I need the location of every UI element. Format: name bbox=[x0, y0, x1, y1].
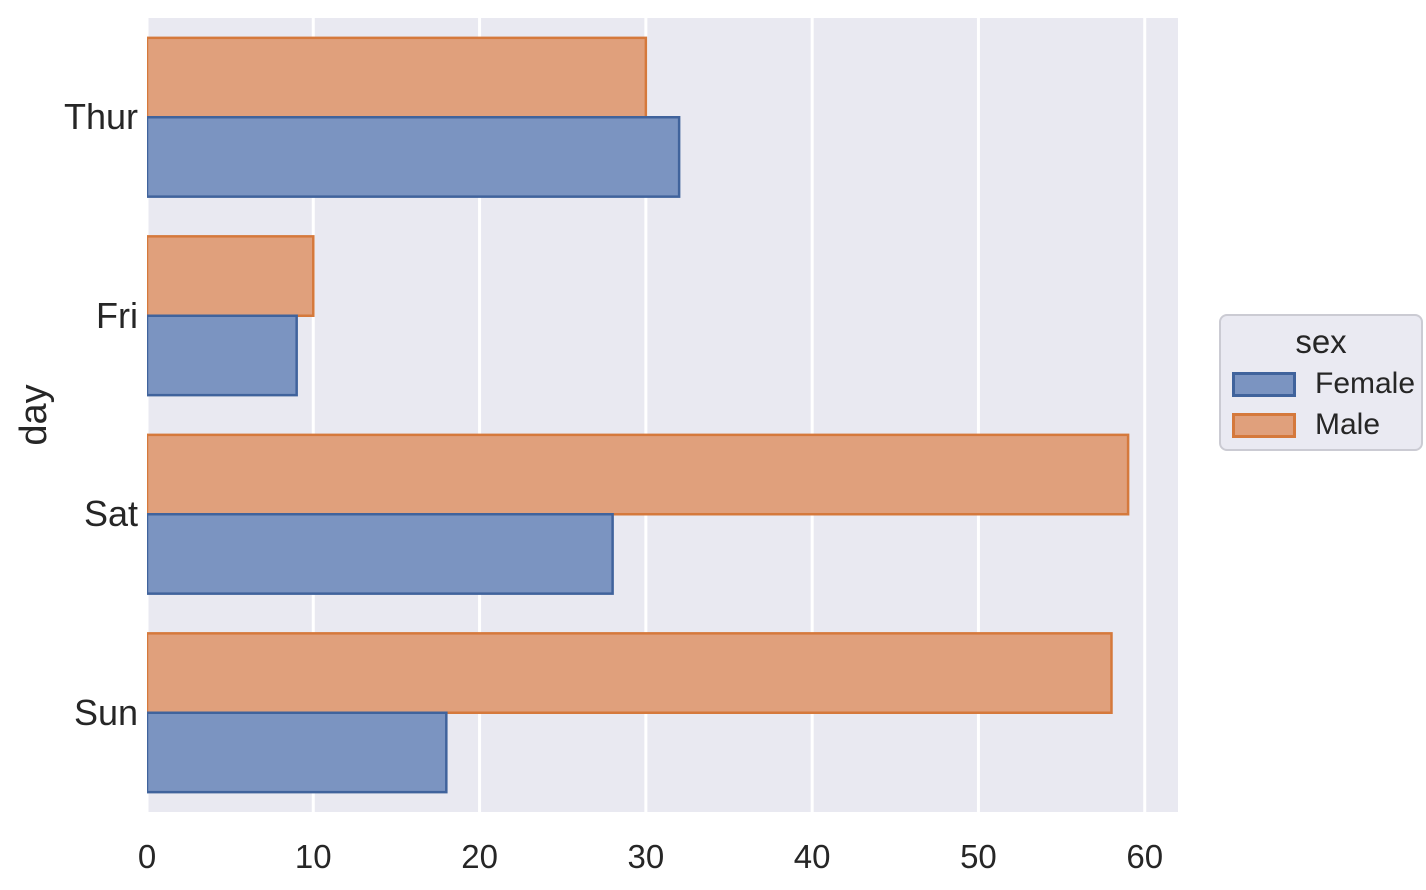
x-tick-label-30: 30 bbox=[627, 838, 665, 875]
bar-sun-male bbox=[147, 632, 1113, 714]
legend-item-female: Female bbox=[1221, 369, 1421, 399]
legend-title: sex bbox=[1295, 323, 1347, 360]
y-axis-label: day bbox=[13, 384, 55, 446]
legend-label-male: Male bbox=[1315, 408, 1381, 441]
y-tick-label-sat: Sat bbox=[83, 493, 138, 535]
x-tick-label-60: 60 bbox=[1126, 838, 1164, 875]
bar-fri-female bbox=[147, 314, 298, 397]
y-tick-label-sun: Sun bbox=[73, 691, 138, 733]
legend-label-female: Female bbox=[1315, 367, 1416, 400]
bar-chart-canvas bbox=[147, 18, 1178, 812]
female-color-swatch bbox=[1232, 372, 1296, 397]
legend-item-male: Male bbox=[1221, 410, 1421, 440]
y-tick-label-thur: Thur bbox=[63, 96, 138, 138]
bar-fri-male bbox=[147, 235, 315, 318]
y-tick-label-fri: Fri bbox=[96, 294, 138, 336]
plot-area bbox=[147, 18, 1178, 812]
x-tick-label-50: 50 bbox=[960, 838, 997, 875]
x-tick-label-10: 10 bbox=[294, 838, 332, 875]
legend: sex Female Male bbox=[1219, 314, 1423, 451]
bar-sun-female bbox=[147, 711, 448, 794]
x-tick-label-0: 0 bbox=[137, 838, 157, 875]
male-color-swatch bbox=[1232, 413, 1296, 438]
bar-sat-male bbox=[147, 433, 1130, 516]
x-tick-label-20: 20 bbox=[461, 838, 498, 875]
x-tick-label-40: 40 bbox=[793, 838, 831, 875]
bar-thur-female bbox=[147, 116, 681, 198]
bar-thur-male bbox=[147, 36, 648, 119]
bar-sat-female bbox=[147, 513, 614, 595]
